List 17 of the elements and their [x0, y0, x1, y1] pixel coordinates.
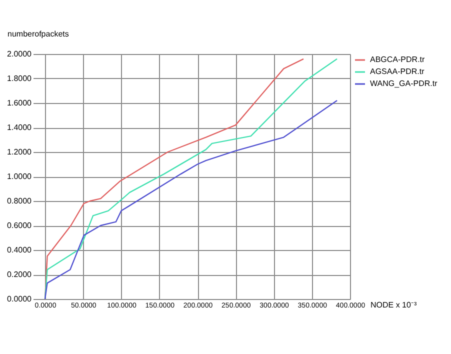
y-tick-label: 0.6000: [7, 221, 32, 230]
y-tick-label: 0.2000: [7, 270, 32, 279]
legend-label: WANG_GA-PDR.tr: [370, 79, 438, 88]
y-tick-label: 0.4000: [7, 246, 32, 254]
y-tick-label: 0.0000: [7, 294, 32, 304]
y-tick-label: 1.4000: [7, 123, 32, 132]
legend-label: AGSAA-PDR.tr: [370, 67, 425, 76]
y-tick-label: 1.0000: [7, 172, 32, 181]
y-axis-title: numberofpackets: [8, 30, 69, 38]
y-tick-label: 0.8000: [7, 196, 32, 206]
y-tick-label: 1.6000: [7, 98, 32, 108]
legend-label: ABGCA-PDR.tr: [370, 55, 426, 64]
y-tick-label: 2.0000: [7, 50, 32, 58]
x-axis-title: NODE x 10⁻³: [370, 300, 417, 310]
line-series: [44, 100, 338, 300]
y-tick-label: 1.8000: [7, 74, 32, 83]
y-tick-label: 1.2000: [7, 148, 32, 156]
